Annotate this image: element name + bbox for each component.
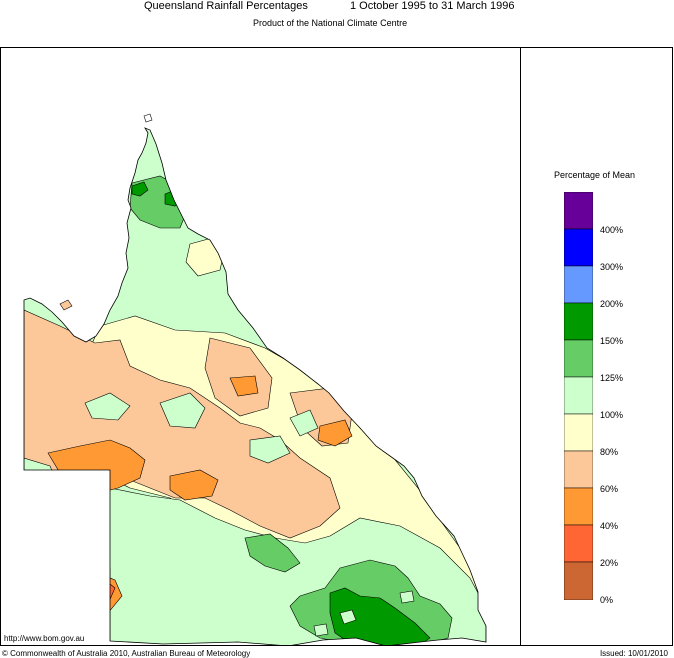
copyright-notice: © Commonwealth of Australia 2010, Austra… — [2, 649, 251, 658]
legend-label-150: 150% — [600, 336, 624, 346]
legend-label-200: 200% — [600, 299, 624, 309]
legend-label-80: 80% — [600, 447, 619, 457]
map-title: Queensland Rainfall Percentages 1 Octobe… — [0, 0, 674, 14]
legend-swatch-150-200 — [564, 302, 593, 341]
legend-label-300: 300% — [600, 262, 624, 272]
rainfall-map — [23, 113, 487, 645]
legend-swatch-300-400 — [564, 228, 593, 267]
map-frame — [0, 47, 673, 646]
legend-label-20: 20% — [600, 558, 619, 568]
legend-swatch-0-20 — [564, 561, 593, 600]
legend-colorbar — [564, 192, 593, 600]
legend-label-400: 400% — [600, 225, 624, 235]
map-subtitle: Product of the National Climate Centre — [253, 18, 408, 28]
panel-divider — [520, 47, 521, 646]
legend-label-125: 125% — [600, 373, 624, 383]
legend-swatch-20-40 — [564, 524, 593, 563]
legend-swatch-80-100 — [564, 413, 593, 452]
legend-swatch-200-300 — [564, 265, 593, 304]
legend-swatch-400-plus — [564, 192, 593, 230]
map-period: 1 October 1995 to 31 March 1996 — [350, 0, 515, 12]
legend-swatch-40-60 — [564, 487, 593, 526]
legend-label-100: 100% — [600, 410, 624, 420]
legend-label-40: 40% — [600, 521, 619, 531]
legend-swatch-100-125 — [564, 376, 593, 415]
legend-label-0: 0% — [600, 595, 614, 605]
map-title-text: Queensland Rainfall Percentages — [144, 0, 308, 12]
legend-swatch-60-80 — [564, 450, 593, 489]
legend-label-60: 60% — [600, 484, 619, 494]
source-url: http://www.bom.gov.au — [4, 634, 85, 643]
legend-title: Percentage of Mean — [554, 170, 636, 180]
issued-date: Issued: 10/01/2010 — [599, 649, 668, 658]
legend-swatch-125-150 — [564, 339, 593, 378]
